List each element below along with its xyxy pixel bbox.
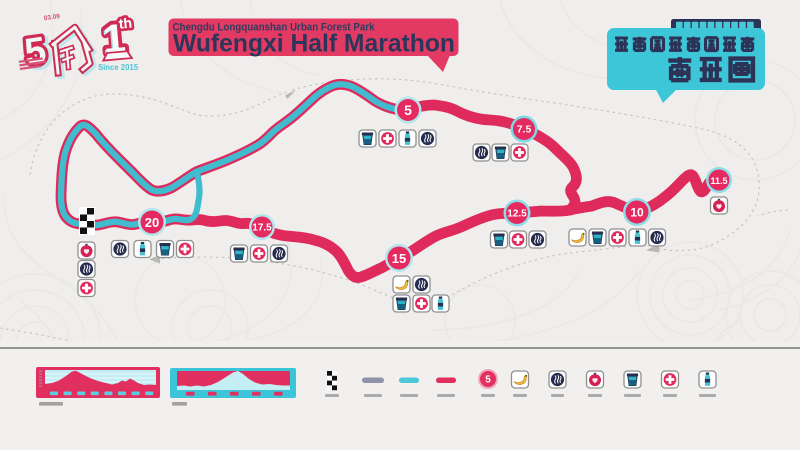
svg-text:20: 20 [145, 215, 159, 230]
svg-text:10: 10 [630, 206, 644, 220]
svg-text:Wufengxi Half Marathon: Wufengxi Half Marathon [173, 30, 455, 58]
svg-text:Since 2015: Since 2015 [98, 62, 138, 72]
svg-text:17.5: 17.5 [252, 223, 272, 234]
svg-text:Chengdu Longquanshan Urban For: Chengdu Longquanshan Urban Forest Park [173, 22, 376, 34]
svg-text:5: 5 [404, 102, 412, 118]
svg-text:12.5: 12.5 [507, 209, 527, 220]
svg-text:7.5: 7.5 [517, 124, 532, 136]
svg-text:th: th [118, 15, 133, 32]
svg-text:11.5: 11.5 [710, 176, 727, 186]
svg-text:th: th [118, 15, 133, 32]
svg-text:5: 5 [485, 375, 491, 386]
svg-text:15: 15 [392, 251, 406, 266]
svg-text:03.09: 03.09 [43, 13, 60, 22]
